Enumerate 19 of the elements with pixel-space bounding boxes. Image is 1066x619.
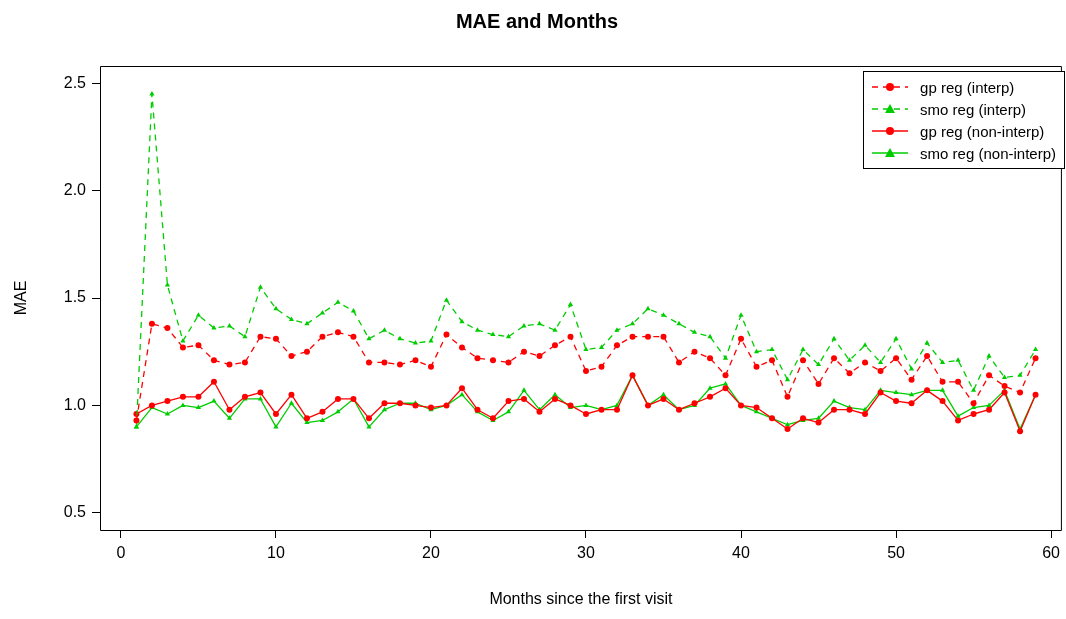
y-tick-label: 1.5 [63, 288, 87, 306]
y-tick-label: 1.0 [63, 395, 87, 413]
x-tick-label: 20 [422, 544, 440, 562]
legend-label: smo reg (interp) [920, 100, 1026, 118]
x-tick-label: 10 [267, 544, 285, 562]
x-tick-label: 0 [116, 544, 126, 562]
x-axis-title: Months since the first visit [489, 589, 674, 607]
x-tick-label: 60 [1042, 544, 1061, 562]
legend-label: smo reg (non-interp) [920, 144, 1056, 162]
y-tick-label: 2.5 [63, 73, 87, 91]
x-tick-label: 30 [577, 544, 595, 562]
y-axis-title: MAE [12, 280, 30, 316]
y-tick-label: 2.0 [63, 181, 87, 198]
chart-title: MAE and Months [455, 9, 619, 32]
y-tick-label: 0.5 [63, 503, 87, 521]
legend-label: gp reg (interp) [920, 78, 1015, 96]
x-tick-label: 40 [732, 544, 751, 562]
x-tick-label: 50 [887, 544, 906, 562]
legend-label: gp reg (non-interp) [920, 122, 1045, 140]
